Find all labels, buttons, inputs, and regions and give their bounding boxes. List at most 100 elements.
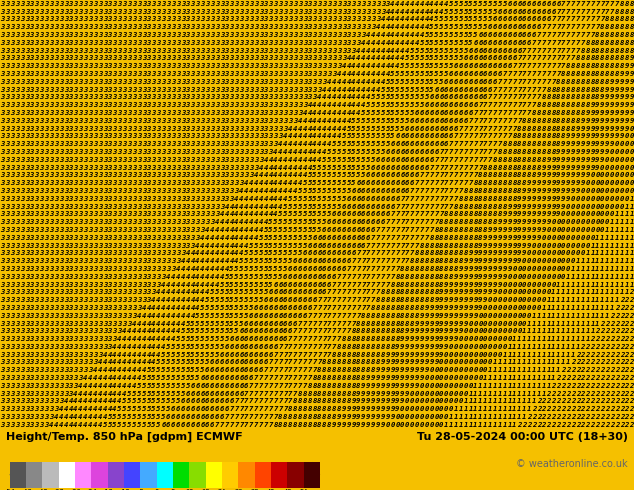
- Text: 2: 2: [600, 383, 604, 389]
- Text: 5: 5: [181, 360, 185, 366]
- Text: 3: 3: [141, 1, 146, 7]
- Text: 8: 8: [400, 328, 404, 334]
- Text: 4: 4: [103, 414, 107, 420]
- Text: 3: 3: [34, 344, 39, 350]
- Text: 3: 3: [176, 243, 180, 248]
- Text: 3: 3: [122, 188, 127, 194]
- Text: 5: 5: [376, 110, 380, 116]
- Text: 5: 5: [157, 360, 160, 366]
- Text: 9: 9: [600, 125, 604, 132]
- Text: 3: 3: [59, 79, 63, 85]
- Text: 9: 9: [483, 243, 488, 248]
- Text: 8: 8: [351, 336, 356, 342]
- Text: 5: 5: [239, 258, 243, 264]
- Text: 3: 3: [157, 196, 160, 202]
- Text: 1: 1: [522, 414, 526, 420]
- Text: 1: 1: [493, 360, 497, 366]
- Text: 7: 7: [405, 196, 410, 202]
- Text: 9: 9: [463, 320, 468, 326]
- Text: 5: 5: [415, 79, 419, 85]
- Text: 8: 8: [410, 305, 414, 311]
- Text: 3: 3: [122, 211, 127, 218]
- Text: 3: 3: [152, 203, 156, 210]
- Text: 5: 5: [429, 55, 434, 61]
- Text: 3: 3: [152, 110, 156, 116]
- Text: 3: 3: [254, 40, 258, 46]
- Text: 5: 5: [259, 266, 263, 272]
- Text: 8: 8: [537, 149, 541, 155]
- Text: 3: 3: [161, 149, 165, 155]
- Text: 5: 5: [376, 95, 380, 100]
- Text: 6: 6: [322, 274, 327, 280]
- Text: 8: 8: [493, 203, 497, 210]
- Text: 9: 9: [425, 328, 429, 334]
- Text: 3: 3: [171, 219, 176, 225]
- Text: 2: 2: [600, 368, 604, 373]
- Text: 3: 3: [293, 95, 297, 100]
- Text: 3: 3: [239, 180, 243, 186]
- Text: 6: 6: [215, 383, 219, 389]
- Text: 8: 8: [420, 258, 424, 264]
- Text: 3: 3: [34, 79, 39, 85]
- Text: 5: 5: [454, 40, 458, 46]
- Text: 3: 3: [224, 95, 229, 100]
- Text: 8: 8: [624, 9, 629, 15]
- Text: 3: 3: [186, 63, 190, 69]
- Text: 8: 8: [356, 368, 361, 373]
- Text: 3: 3: [108, 196, 112, 202]
- Text: 0: 0: [532, 258, 536, 264]
- Text: 3: 3: [210, 71, 214, 77]
- Text: 4: 4: [205, 274, 209, 280]
- Text: 6: 6: [454, 110, 458, 116]
- Text: 0: 0: [493, 305, 497, 311]
- Text: 3: 3: [103, 157, 107, 163]
- Text: 3: 3: [171, 9, 176, 15]
- Text: 4: 4: [122, 344, 127, 350]
- Text: 6: 6: [337, 227, 341, 233]
- Text: 9: 9: [624, 71, 629, 77]
- Text: 4: 4: [307, 102, 312, 108]
- Text: 3: 3: [10, 266, 15, 272]
- Text: 3: 3: [59, 165, 63, 171]
- Text: 3: 3: [34, 149, 39, 155]
- Text: 3: 3: [68, 344, 73, 350]
- Text: 6: 6: [166, 414, 171, 420]
- Text: 3: 3: [176, 165, 180, 171]
- Text: 5: 5: [391, 133, 395, 140]
- Text: 8: 8: [600, 79, 604, 85]
- Text: 7: 7: [293, 344, 297, 350]
- Text: 3: 3: [103, 320, 107, 326]
- Text: 8: 8: [429, 274, 434, 280]
- Text: 7: 7: [576, 48, 580, 54]
- Text: 8: 8: [400, 274, 404, 280]
- Text: 0: 0: [420, 406, 424, 412]
- Text: 8: 8: [439, 282, 444, 288]
- Text: 6: 6: [288, 274, 292, 280]
- Text: 7: 7: [503, 118, 507, 124]
- Text: 6: 6: [278, 336, 283, 342]
- Text: 4: 4: [293, 157, 297, 163]
- Text: 3: 3: [161, 40, 165, 46]
- Text: 5: 5: [244, 313, 249, 318]
- Text: 9: 9: [463, 258, 468, 264]
- Text: 3: 3: [117, 63, 122, 69]
- Text: 9: 9: [405, 344, 410, 350]
- Text: 4: 4: [235, 227, 239, 233]
- Text: 3: 3: [34, 250, 39, 256]
- Text: 3: 3: [273, 17, 278, 23]
- Text: 3: 3: [342, 24, 346, 30]
- Text: 6: 6: [327, 258, 332, 264]
- Text: 3: 3: [83, 63, 87, 69]
- Text: 0: 0: [561, 211, 566, 218]
- Text: 7: 7: [249, 391, 254, 397]
- Text: 8: 8: [351, 391, 356, 397]
- Text: 1: 1: [610, 297, 614, 303]
- Text: 3: 3: [157, 110, 160, 116]
- Text: 5: 5: [137, 422, 141, 428]
- Text: 0: 0: [463, 352, 468, 358]
- Text: 8: 8: [298, 398, 302, 404]
- Text: 3: 3: [307, 9, 312, 15]
- Text: 7: 7: [351, 274, 356, 280]
- Text: 3: 3: [25, 32, 29, 38]
- Text: 3: 3: [0, 95, 4, 100]
